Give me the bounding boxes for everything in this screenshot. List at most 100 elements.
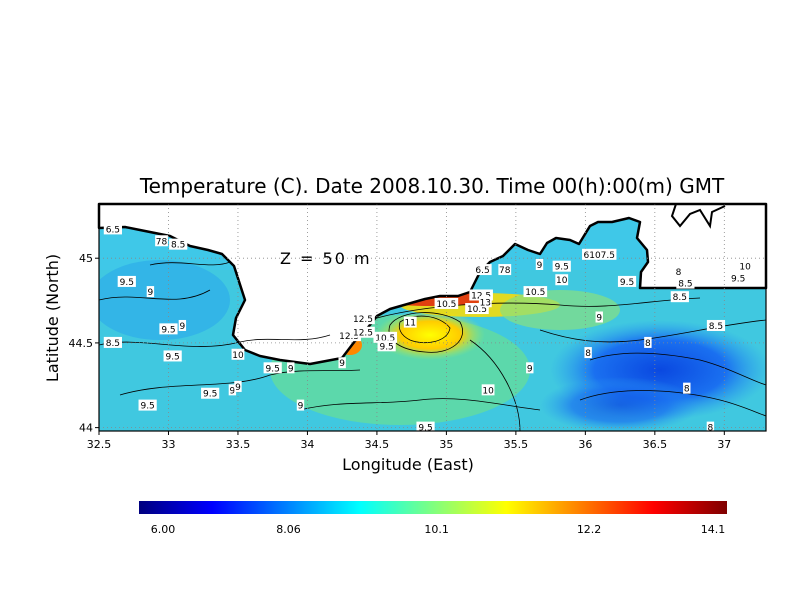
depth-annotation: Z = 50 m bbox=[280, 249, 372, 268]
contour-label-bg bbox=[584, 347, 592, 359]
colorbar-tick-label: 14.1 bbox=[701, 523, 726, 536]
x-axis: 32.5 33 33.5 34 34.5 35 35.5 36 36.5 37 bbox=[87, 431, 731, 451]
contour-label: 9.5 bbox=[203, 390, 217, 400]
x-tick-label: 33.5 bbox=[226, 438, 251, 451]
contour-label: 10.5 bbox=[467, 305, 487, 315]
contour-label: 6107.5 bbox=[584, 251, 616, 261]
contour-label-bg bbox=[263, 362, 282, 374]
contour-label: 8.5 bbox=[678, 280, 692, 290]
y-tick-label: 44 bbox=[79, 422, 93, 435]
contour-label-bg bbox=[674, 265, 683, 277]
plot-frame bbox=[98, 203, 767, 432]
contour-label: 9 bbox=[235, 383, 241, 393]
crimea-land bbox=[97, 202, 768, 366]
contour-label: 10.5 bbox=[436, 300, 456, 310]
contour-label: 9 bbox=[230, 386, 236, 396]
contour-label-bg bbox=[138, 399, 157, 411]
contour-label-bg bbox=[706, 319, 726, 331]
contour-label-bg bbox=[478, 296, 492, 308]
contour-label: 10.5 bbox=[375, 334, 395, 344]
contour-label-bg bbox=[169, 238, 188, 250]
contour-label: 10.5 bbox=[525, 288, 545, 298]
contour-label-bg bbox=[351, 326, 375, 338]
colorbar: 6.00 8.06 10.1 12.2 14.1 bbox=[139, 501, 727, 536]
contour-label-bg bbox=[155, 235, 168, 247]
contour-label-bg bbox=[582, 248, 617, 260]
contour-label-bg bbox=[469, 289, 493, 301]
eastern-cool-pool-2 bbox=[540, 377, 700, 431]
y-tick-label: 45 bbox=[79, 252, 93, 265]
x-tick-label: 34 bbox=[300, 438, 314, 451]
contour-label: 10 bbox=[482, 386, 494, 396]
contour-line bbox=[98, 289, 211, 301]
contour-label: 9.5 bbox=[620, 278, 634, 288]
contour-label: 8.5 bbox=[171, 241, 185, 251]
contour-label: 6.5 bbox=[106, 225, 120, 235]
contour-line bbox=[589, 352, 767, 386]
contour-label: 9 bbox=[180, 322, 186, 332]
green-patch-east bbox=[500, 290, 620, 330]
contour-label-bg bbox=[234, 380, 242, 392]
contour-line bbox=[98, 334, 331, 347]
contour-label-bg bbox=[523, 286, 548, 298]
x-tick-label: 36.5 bbox=[643, 438, 668, 451]
contour-label: 8.5 bbox=[673, 293, 687, 303]
contour-label: 9 bbox=[148, 288, 154, 298]
contour-label-bg bbox=[228, 384, 237, 396]
contour-label: 9.5 bbox=[266, 364, 280, 374]
contour-line bbox=[149, 261, 231, 266]
contour-label-bg bbox=[498, 264, 512, 276]
contour-label-bg bbox=[103, 223, 122, 235]
contour-label-bg bbox=[706, 421, 715, 433]
contour-label: 8 bbox=[645, 339, 651, 349]
contour-label-bg bbox=[373, 331, 398, 343]
contour-label-bg bbox=[287, 362, 295, 374]
contour-label: 6.5 bbox=[475, 266, 489, 276]
contour-label-bg bbox=[535, 258, 544, 270]
contour-line bbox=[299, 398, 541, 411]
contour-label: 9 bbox=[596, 314, 602, 324]
contour-label-bg bbox=[434, 297, 459, 309]
contour-label-bg bbox=[296, 399, 305, 411]
contour-label-bg bbox=[683, 382, 691, 394]
contour-label-bg bbox=[178, 319, 187, 331]
x-tick-label: 35 bbox=[439, 438, 453, 451]
contour-label: 9.5 bbox=[555, 263, 569, 273]
colorbar-tick-label: 12.2 bbox=[577, 523, 602, 536]
y-axis: 44 44.5 45 bbox=[69, 252, 99, 435]
x-tick-label: 35.5 bbox=[504, 438, 529, 451]
x-tick-label: 37 bbox=[717, 438, 731, 451]
contour-label-bg bbox=[473, 264, 492, 276]
contour-label-bg bbox=[465, 303, 489, 315]
chart-title: Temperature (C). Date 2008.10.30. Time 0… bbox=[139, 174, 725, 198]
contour-label: 8.5 bbox=[106, 339, 120, 349]
contour-label: 9.5 bbox=[140, 402, 154, 412]
contour-label-bg bbox=[163, 350, 182, 362]
contour-line bbox=[119, 369, 361, 396]
x-tick-label: 34.5 bbox=[365, 438, 390, 451]
contour-label: 12.5 bbox=[353, 315, 373, 325]
contour-label: 13 bbox=[480, 298, 491, 308]
contour-label: 9 bbox=[298, 402, 304, 412]
contour-label: 78 bbox=[499, 266, 511, 276]
contour-label: 8 bbox=[585, 349, 591, 359]
contour-label: 78 bbox=[156, 237, 168, 247]
contour-label-bg bbox=[729, 272, 748, 284]
contour-label: 9 bbox=[288, 364, 294, 374]
contour-label: 9.5 bbox=[731, 275, 745, 285]
contour-label: 8 bbox=[708, 424, 714, 434]
contour-label-bg bbox=[555, 274, 569, 286]
contour-line bbox=[469, 339, 521, 432]
contour-label-bg bbox=[351, 313, 375, 325]
contour-label: 10 bbox=[232, 351, 244, 361]
contour-label: 12.5 bbox=[353, 329, 373, 339]
contour-label-bg bbox=[481, 384, 495, 396]
contour-label: 9 bbox=[537, 261, 543, 271]
contour-label-bg bbox=[201, 387, 220, 399]
contour-label-bg bbox=[337, 330, 361, 342]
kerch-strait-coast bbox=[670, 203, 726, 229]
x-tick-label: 36 bbox=[578, 438, 592, 451]
contour-label: 10 bbox=[556, 276, 568, 286]
